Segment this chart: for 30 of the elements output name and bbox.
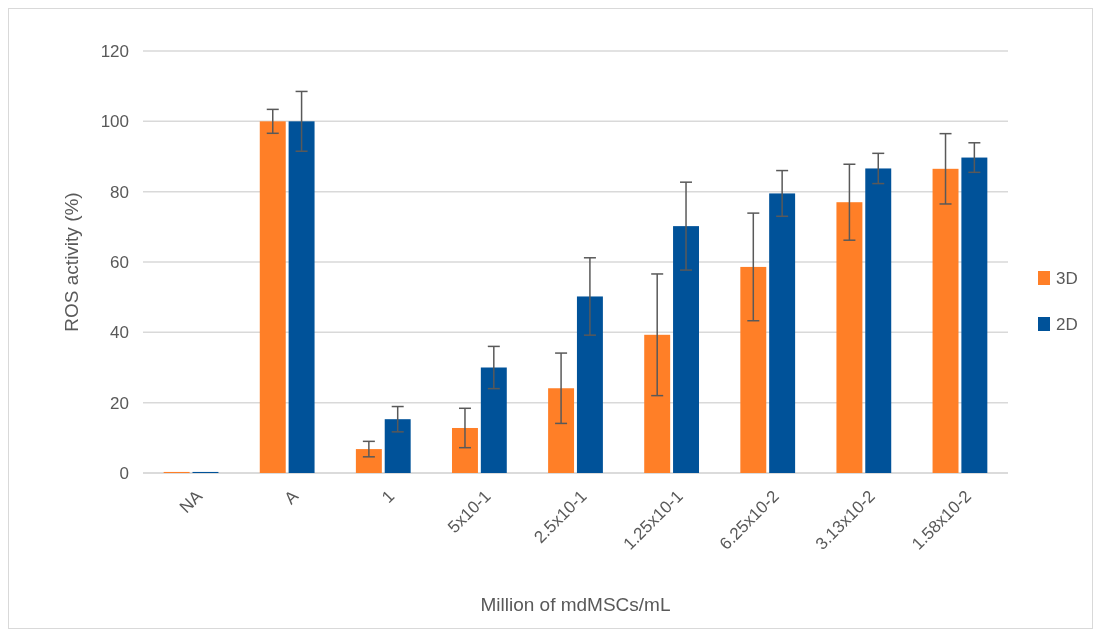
bar	[355, 449, 382, 473]
bar	[288, 121, 315, 473]
y-tick-label: 0	[119, 463, 129, 483]
legend-label: 3D	[1056, 268, 1078, 288]
y-tick-label: 20	[110, 393, 129, 413]
x-tick-label: NA	[175, 486, 207, 517]
bar	[961, 157, 988, 473]
bar	[932, 168, 959, 473]
x-axis-title: Million of mdMSCs/mL	[480, 594, 671, 615]
bar	[740, 266, 767, 473]
bar	[673, 226, 699, 473]
bar	[548, 388, 575, 473]
bar	[259, 121, 286, 473]
x-tick-label: A	[280, 486, 303, 509]
bar	[644, 334, 671, 473]
bar	[480, 367, 507, 473]
y-tick-label: 80	[110, 182, 129, 202]
bar	[576, 296, 603, 473]
bar	[452, 427, 478, 473]
y-tick-label: 60	[110, 252, 129, 272]
y-axis-title: ROS activity (%)	[61, 192, 82, 332]
bar	[836, 202, 863, 473]
y-tick-label: 100	[100, 112, 129, 132]
bar	[769, 193, 796, 473]
x-tick-label: 1	[378, 486, 399, 507]
bar	[384, 419, 411, 473]
y-tick-label: 40	[110, 323, 129, 343]
y-tick-label: 120	[100, 41, 129, 61]
legend-label: 2D	[1056, 314, 1078, 334]
bar	[865, 168, 892, 473]
